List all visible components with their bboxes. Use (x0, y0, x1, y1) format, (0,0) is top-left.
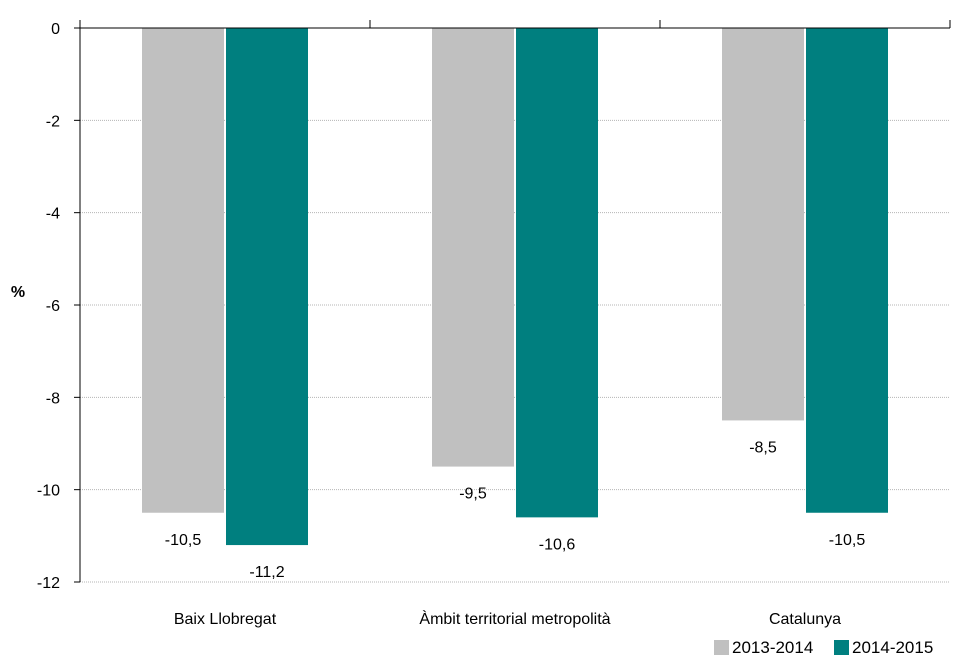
data-label: -10,5 (165, 532, 202, 549)
y-axis-label: % (11, 284, 25, 301)
bars (142, 28, 888, 546)
y-tick-label: 0 (51, 21, 60, 38)
data-label: -10,6 (539, 536, 576, 553)
y-tick-label: -4 (46, 206, 60, 223)
x-tick-label: Àmbit territorial metropolità (419, 609, 610, 628)
bar (516, 28, 598, 518)
legend: 2013-2014 2014-2015 (714, 638, 933, 657)
data-labels: -10,5 -11,2 -9,5 -10,6 -8,5 -10,5 (165, 439, 866, 581)
gridlines (80, 119, 950, 583)
y-tick-label: -6 (46, 298, 60, 315)
y-tick-label: -12 (37, 575, 60, 592)
data-label: -8,5 (749, 439, 777, 456)
x-tick-label: Baix Llobregat (174, 611, 277, 628)
bar (226, 28, 308, 546)
x-tick-label: Catalunya (769, 611, 841, 628)
data-label: -10,5 (829, 532, 866, 549)
bar (806, 28, 888, 513)
y-tick-label: -8 (46, 390, 60, 407)
legend-swatch (714, 640, 729, 655)
legend-label: 2013-2014 (732, 638, 813, 657)
data-label: -9,5 (459, 486, 487, 503)
bar (142, 28, 224, 513)
y-tick-label: -10 (37, 483, 60, 500)
legend-swatch (834, 640, 849, 655)
y-tick-label: -2 (46, 113, 60, 130)
bar (432, 28, 514, 467)
axes: 0 -2 -4 -6 -8 -10 -12 Baix Llobregat Àmbit terri… (37, 20, 951, 628)
data-label: -11,2 (249, 564, 284, 581)
legend-label: 2014-2015 (852, 638, 933, 657)
bar (722, 28, 804, 421)
